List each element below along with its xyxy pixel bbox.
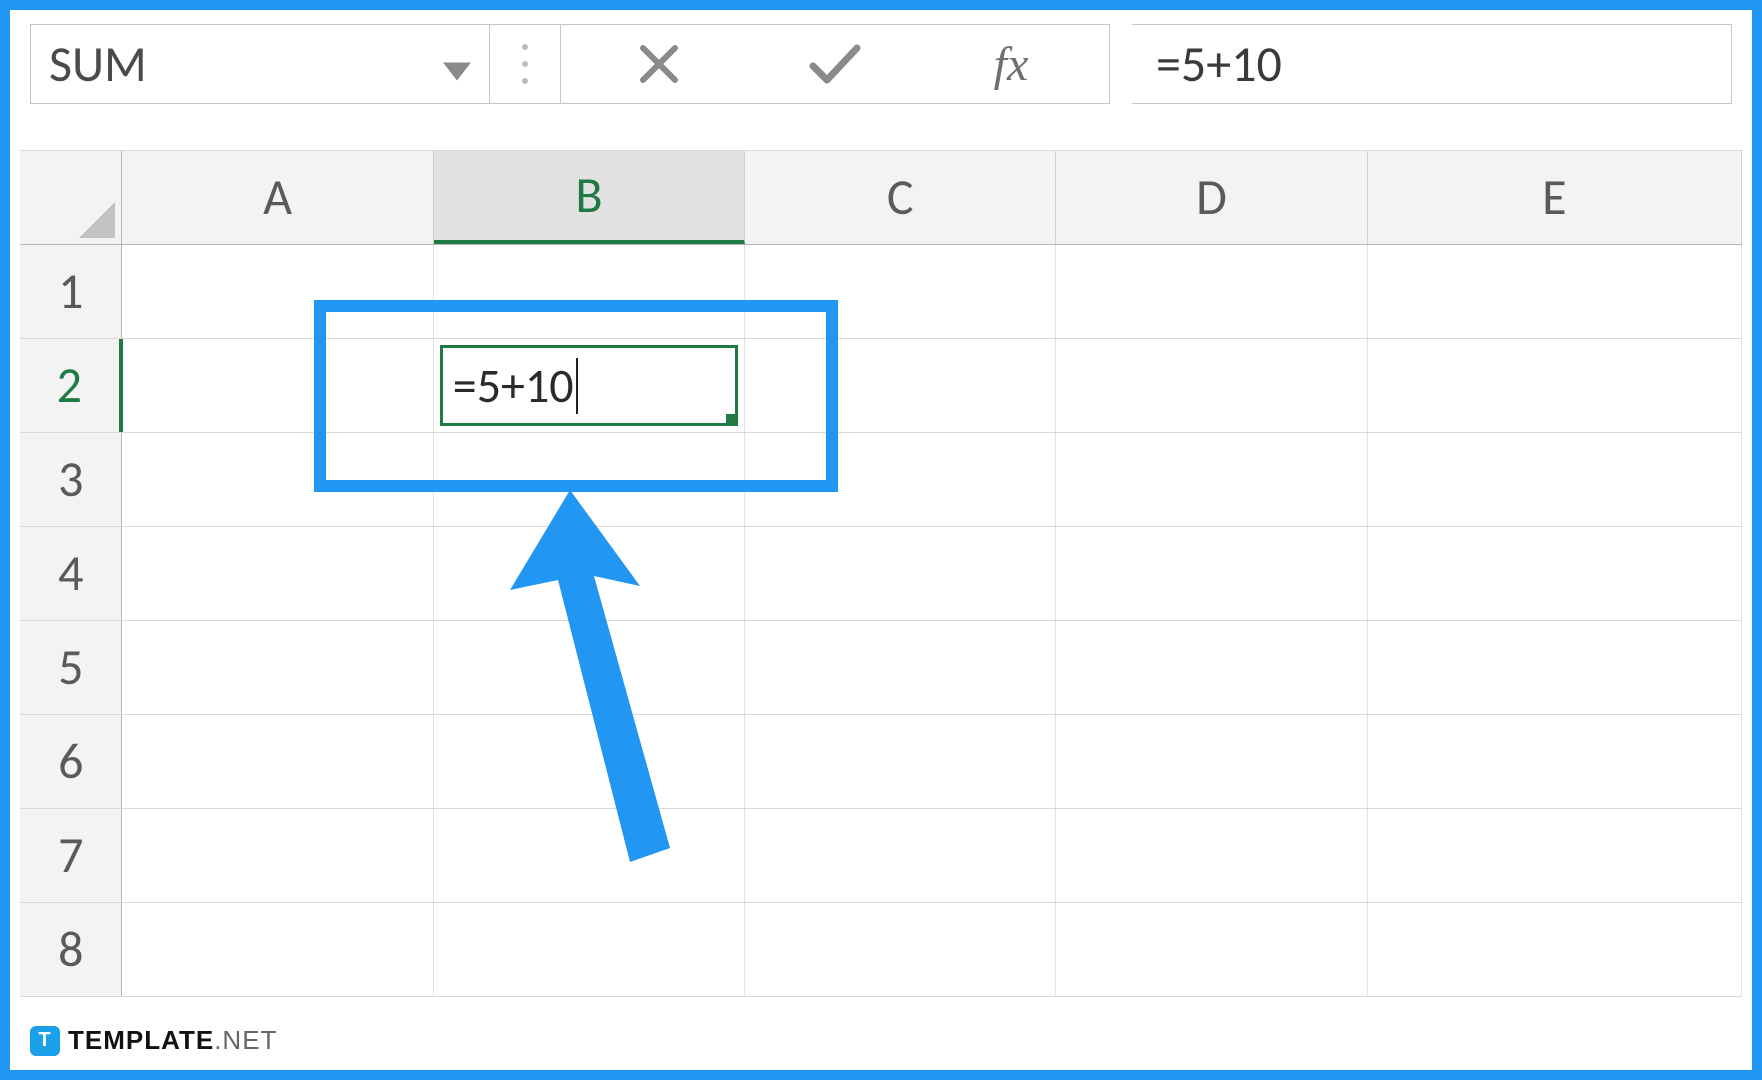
cell-A8[interactable] — [122, 903, 433, 996]
cell-D8[interactable] — [1056, 903, 1367, 996]
column-header-D[interactable]: D — [1056, 151, 1367, 244]
row-header-2[interactable]: 2 — [20, 339, 123, 432]
cell-B2[interactable]: =5+10 — [434, 339, 745, 432]
active-cell-value: =5+10 — [453, 356, 574, 415]
row-header-3[interactable]: 3 — [20, 433, 122, 526]
row-header-1[interactable]: 1 — [20, 245, 122, 338]
cell-D7[interactable] — [1056, 809, 1367, 902]
cell-D4[interactable] — [1056, 527, 1367, 620]
cell-D6[interactable] — [1056, 715, 1367, 808]
cell-B5[interactable] — [434, 621, 745, 714]
text-cursor — [576, 358, 578, 414]
formula-toolbar: fx — [560, 24, 1110, 104]
row-header-6[interactable]: 6 — [20, 715, 122, 808]
cell-A1[interactable] — [122, 245, 433, 338]
name-box-value: SUM — [49, 34, 147, 95]
cell-E1[interactable] — [1368, 245, 1742, 338]
row-6: 6 — [20, 715, 1742, 809]
cell-A3[interactable] — [122, 433, 433, 526]
column-headers: A B C D E — [20, 151, 1742, 245]
column-header-A[interactable]: A — [122, 151, 433, 244]
cell-E3[interactable] — [1368, 433, 1742, 526]
row-header-5[interactable]: 5 — [20, 621, 122, 714]
cell-B1[interactable] — [434, 245, 745, 338]
cell-C7[interactable] — [745, 809, 1056, 902]
cell-D3[interactable] — [1056, 433, 1367, 526]
cell-B8[interactable] — [434, 903, 745, 996]
row-header-8[interactable]: 8 — [20, 903, 122, 996]
cell-E6[interactable] — [1368, 715, 1742, 808]
cell-B4[interactable] — [434, 527, 745, 620]
row-header-4[interactable]: 4 — [20, 527, 122, 620]
row-3: 3 — [20, 433, 1742, 527]
cell-E5[interactable] — [1368, 621, 1742, 714]
enter-icon[interactable] — [805, 34, 865, 94]
cell-A6[interactable] — [122, 715, 433, 808]
fx-label: fx — [994, 37, 1029, 92]
row-4: 4 — [20, 527, 1742, 621]
cell-E8[interactable] — [1368, 903, 1742, 996]
select-all-corner[interactable] — [20, 151, 122, 244]
cell-B7[interactable] — [434, 809, 745, 902]
cell-A4[interactable] — [122, 527, 433, 620]
column-header-B[interactable]: B — [434, 151, 745, 244]
cancel-icon[interactable] — [629, 34, 689, 94]
formula-input-value: =5+10 — [1156, 34, 1282, 95]
cell-B6[interactable] — [434, 715, 745, 808]
grid-rows: 1 2 =5+10 — [20, 245, 1742, 997]
cell-A5[interactable] — [122, 621, 433, 714]
watermark: T TEMPLATE.NET — [30, 1025, 277, 1056]
chevron-down-icon[interactable] — [443, 34, 471, 95]
cell-C3[interactable] — [745, 433, 1056, 526]
cell-B3[interactable] — [434, 433, 745, 526]
spreadsheet-grid: A B C D E 1 2 =5+10 — [20, 150, 1742, 1060]
formula-bar: SUM fx =5+10 — [10, 10, 1752, 118]
active-cell-editor[interactable]: =5+10 — [440, 345, 738, 426]
cell-C8[interactable] — [745, 903, 1056, 996]
watermark-badge: T — [30, 1026, 60, 1056]
column-header-C[interactable]: C — [745, 151, 1056, 244]
cell-C5[interactable] — [745, 621, 1056, 714]
row-1: 1 — [20, 245, 1742, 339]
watermark-text: TEMPLATE.NET — [68, 1025, 277, 1056]
cell-E7[interactable] — [1368, 809, 1742, 902]
app-frame: SUM fx =5+10 A B C — [0, 0, 1762, 1080]
cell-C6[interactable] — [745, 715, 1056, 808]
row-8: 8 — [20, 903, 1742, 997]
formula-input[interactable]: =5+10 — [1132, 24, 1732, 104]
cell-E4[interactable] — [1368, 527, 1742, 620]
cell-E2[interactable] — [1368, 339, 1742, 432]
cell-D5[interactable] — [1056, 621, 1367, 714]
fx-icon[interactable]: fx — [981, 34, 1041, 94]
formula-bar-separator — [490, 24, 560, 104]
column-header-E[interactable]: E — [1368, 151, 1742, 244]
name-box[interactable]: SUM — [30, 24, 490, 104]
cell-D2[interactable] — [1056, 339, 1367, 432]
row-header-7[interactable]: 7 — [20, 809, 122, 902]
cell-C1[interactable] — [745, 245, 1056, 338]
row-2: 2 =5+10 — [20, 339, 1742, 433]
row-7: 7 — [20, 809, 1742, 903]
row-5: 5 — [20, 621, 1742, 715]
cell-A2[interactable] — [123, 339, 434, 432]
cell-C4[interactable] — [745, 527, 1056, 620]
cell-C2[interactable] — [745, 339, 1056, 432]
cell-A7[interactable] — [122, 809, 433, 902]
cell-D1[interactable] — [1056, 245, 1367, 338]
